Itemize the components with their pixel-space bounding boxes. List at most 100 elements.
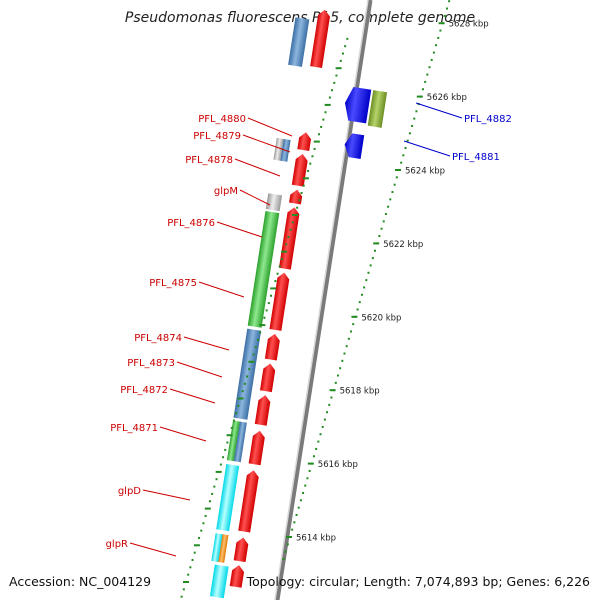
gene-label: PFL_4874: [134, 333, 182, 344]
position-ruler: 5614 kbp 5616 kbp 5618 kbp 5620 kbp 5622 kbp…: [282, 0, 489, 561]
ruler-dot: [360, 293, 363, 296]
ruler-dot: [295, 513, 298, 516]
ruler-dot: [358, 301, 361, 304]
inner-dot: [187, 573, 190, 576]
ruler-dot: [402, 154, 405, 157]
inner-dot: [274, 280, 277, 283]
inner-dot: [198, 536, 201, 539]
ruler-dot: [341, 359, 344, 362]
ruler-dot: [437, 36, 440, 39]
gene-leader-line: [247, 117, 293, 137]
inner-dot: [298, 199, 301, 202]
inner-dot: [328, 96, 331, 99]
gene-label: PFL_4879: [193, 131, 241, 142]
inner-dot: [252, 353, 255, 356]
ruler-dot: [369, 264, 372, 267]
ruler-label: 5624 kbp: [405, 167, 445, 177]
gene-leader-line: [159, 426, 207, 442]
ruler-dot: [448, 0, 451, 3]
ruler-dot: [352, 323, 355, 326]
cog-gray-block: [273, 137, 284, 161]
ruler-dot: [339, 367, 342, 370]
forward-cds-track: [229, 9, 330, 588]
inner-dot: [289, 228, 292, 231]
inner-dot: [219, 463, 222, 466]
gene-label: glpR: [106, 539, 128, 550]
ruler-dot: [304, 484, 307, 487]
gene-label: PFL_4872: [120, 385, 168, 396]
ruler-dot: [347, 337, 350, 340]
inner-dot: [254, 346, 257, 349]
reverse-cds-track: [344, 87, 388, 159]
ruler-dot: [391, 191, 394, 194]
inner-dot: [317, 133, 320, 136]
gene-label: PFL_4882: [464, 114, 512, 125]
inner-dot: [263, 316, 266, 319]
gene-leader-line: [176, 361, 223, 378]
cds-arrow: [269, 272, 290, 331]
gene-label: glpM: [214, 186, 238, 197]
cds-arrow: [310, 9, 330, 69]
ruler-dot: [415, 110, 418, 113]
ruler-dot: [389, 198, 392, 201]
cds-arrow: [248, 430, 265, 466]
ruler-dot: [378, 235, 381, 238]
gene-leader-line: [234, 158, 281, 177]
inner-dot: [189, 566, 192, 569]
gene-label: PFL_4876: [167, 218, 215, 229]
ruler-dot: [282, 558, 285, 561]
ruler-label: 5622 kbp: [383, 240, 423, 250]
cog-olive-block: [367, 90, 388, 128]
cds-arrow: [229, 565, 245, 588]
ruler-dot: [387, 205, 390, 208]
inner-dot: [307, 169, 310, 172]
gene-leader-line: [242, 134, 291, 153]
ruler-dot: [345, 345, 348, 348]
inner-dot: [285, 243, 288, 246]
inner-dot: [237, 404, 240, 407]
inner-dot: [320, 125, 323, 128]
inner-dot: [270, 294, 273, 297]
inner-dot: [291, 221, 294, 224]
inner-dot: [259, 331, 262, 334]
gene-leader-line: [142, 489, 191, 501]
ruler-dot: [330, 396, 333, 399]
ruler-dot: [421, 88, 424, 91]
ruler-dot: [380, 227, 383, 230]
gene-label: PFL_4880: [198, 114, 246, 125]
cds-arrow: [264, 333, 280, 361]
ruler-dot: [382, 220, 385, 223]
ruler-dot: [384, 213, 387, 216]
inner-dot: [331, 89, 334, 92]
inner-dot: [276, 272, 279, 275]
ruler-dot: [374, 249, 377, 252]
ruler-label: 5620 kbp: [361, 313, 401, 323]
inner-dot: [224, 448, 227, 451]
gene-leader-line: [415, 102, 463, 119]
gene-label: glpD: [118, 486, 141, 497]
ruler-dot: [297, 506, 300, 509]
inner-dot: [324, 111, 327, 114]
ruler-dot: [315, 447, 318, 450]
cds-arrow: [238, 470, 259, 533]
ruler-dot: [308, 469, 311, 472]
gene-label: PFL_4871: [110, 423, 158, 434]
gene-leader-line: [129, 542, 177, 557]
cog-blue-block: [288, 17, 310, 67]
ruler-dot: [321, 425, 324, 428]
cds-arrow: [254, 395, 271, 426]
ruler-dot: [393, 183, 396, 186]
inner-dot: [302, 184, 305, 187]
cog-orange-block: [218, 534, 229, 563]
ruler-dot: [404, 146, 407, 149]
gene-leader-line: [169, 388, 216, 404]
inner-dot: [341, 52, 344, 55]
ruler-dot: [319, 433, 322, 436]
ruler-dot: [371, 257, 374, 260]
ruler-dot: [428, 66, 431, 69]
inner-dot: [200, 529, 203, 532]
gene-label: PFL_4873: [127, 358, 175, 369]
inner-dot: [180, 595, 183, 598]
ruler-dot: [343, 352, 346, 355]
ruler-dot: [411, 124, 414, 127]
